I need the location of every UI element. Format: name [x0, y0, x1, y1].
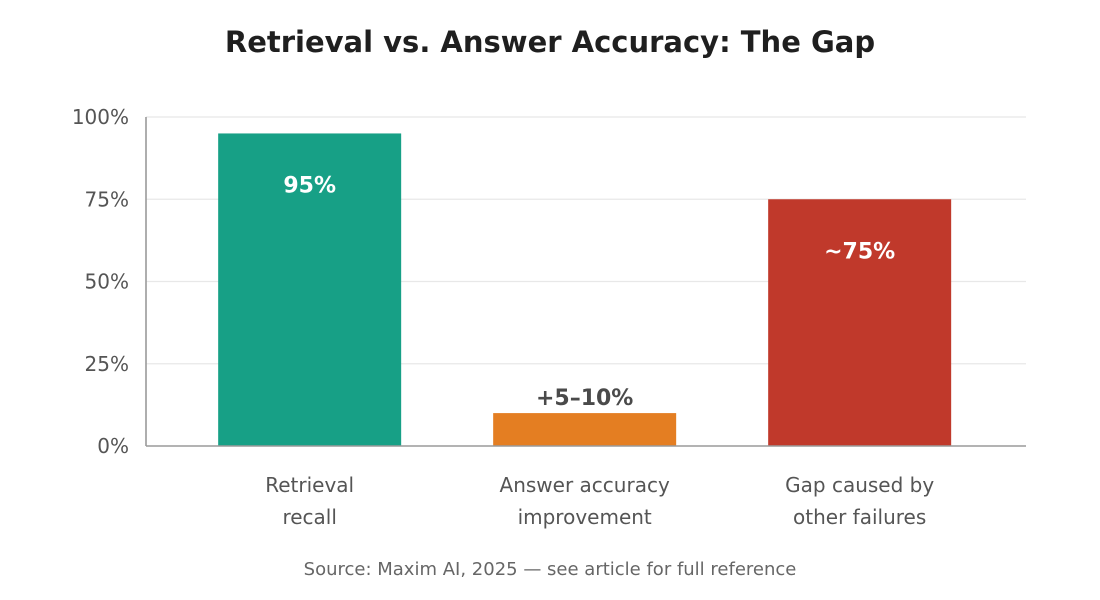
x-category-label: recall — [282, 505, 336, 529]
data-label: +5–10% — [536, 386, 633, 411]
axes — [145, 117, 1026, 447]
x-category-label: Answer accuracy — [500, 473, 670, 497]
bar — [493, 413, 677, 446]
y-tick-label: 75% — [85, 187, 129, 211]
x-category-label: other failures — [793, 505, 926, 529]
data-labels: 95% +5–10% ~75% — [283, 173, 895, 411]
bar — [768, 199, 952, 446]
y-tick-label: 25% — [85, 352, 129, 376]
y-tick-label: 0% — [97, 434, 129, 458]
bars — [218, 133, 952, 446]
y-tick-label: 50% — [85, 270, 129, 294]
source-note: Source: Maxim AI, 2025 — see article for… — [304, 559, 797, 580]
x-category-label: Gap caused by — [785, 473, 934, 497]
x-category-label: improvement — [518, 505, 652, 529]
data-label: ~75% — [824, 239, 895, 264]
y-axis-ticks: 0% 25% 50% 75% 100% — [72, 105, 129, 458]
x-axis-categories: Retrieval recall Answer accuracy improvemen… — [265, 473, 934, 529]
x-category-label: Retrieval — [265, 473, 354, 497]
data-label: 95% — [283, 173, 336, 198]
bar — [218, 133, 402, 446]
chart-title: Retrieval vs. Answer Accuracy: The Gap — [225, 25, 875, 59]
y-tick-label: 100% — [72, 105, 129, 129]
